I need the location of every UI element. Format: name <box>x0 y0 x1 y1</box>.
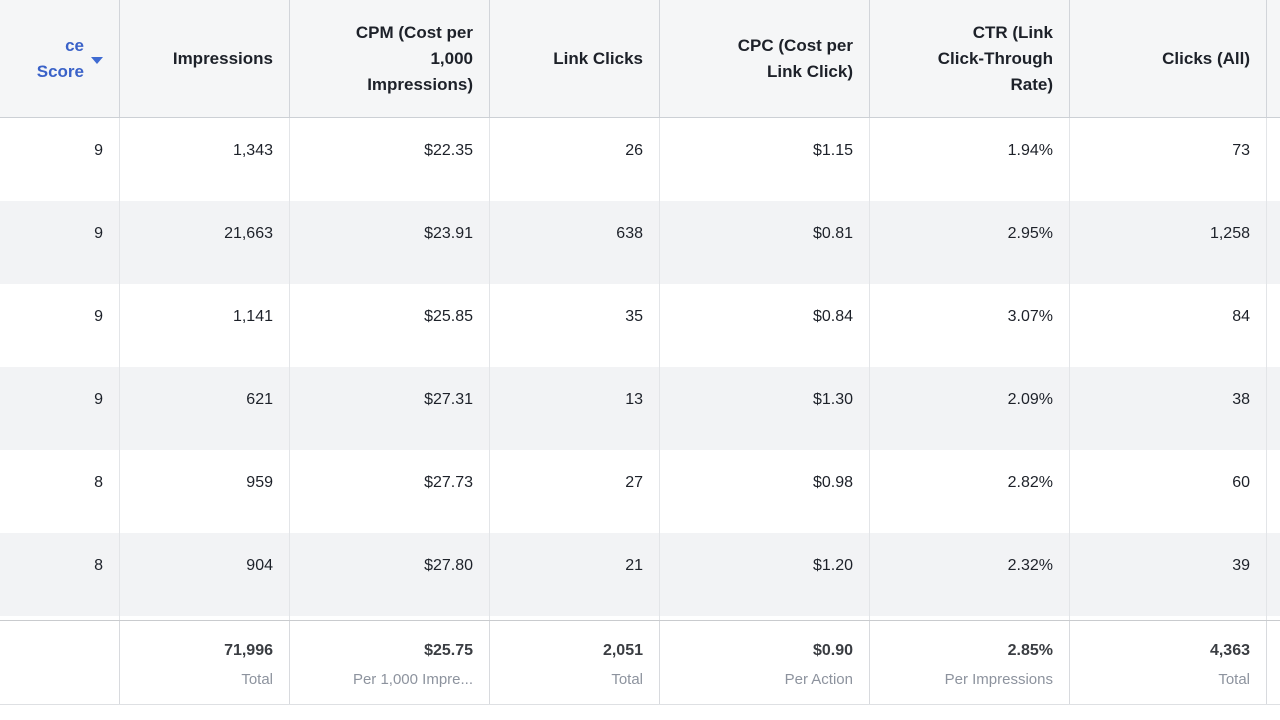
cell-cpc: $1.20 <box>660 533 870 616</box>
cell-clicks-all: 39 <box>1070 533 1267 616</box>
cell-cpm: $27.80 <box>290 533 490 616</box>
cell-ctr: 1.94% <box>870 118 1070 201</box>
column-header-label: CPC (Cost per Link Click) <box>737 35 853 81</box>
cell-cpm: $22.35 <box>290 118 490 201</box>
cell-cpc: $0.81 <box>660 201 870 284</box>
column-header-label: CTR (Link Click-Through Rate) <box>937 22 1053 94</box>
column-header-cpm[interactable]: CPM (Cost per 1,000 Impressions) <box>290 0 490 117</box>
table-row: 8 904 $27.80 21 $1.20 2.32% 39 <box>0 533 1280 616</box>
total-caption: Total <box>611 671 643 688</box>
table-row: 9 1,141 $25.85 35 $0.84 3.07% 84 <box>0 284 1280 367</box>
cell-impressions: 621 <box>120 367 290 450</box>
cell-clicks-all: 1,258 <box>1070 201 1267 284</box>
cell-link-clicks: 13 <box>490 367 660 450</box>
cell-ctr: 3.07% <box>870 284 1070 367</box>
total-impressions: 71,996 Total <box>120 621 290 704</box>
total-caption: Per Impressions <box>944 671 1053 688</box>
column-header-label: Clicks (All) <box>1162 48 1250 68</box>
cell-impressions: 904 <box>120 533 290 616</box>
table-header: ce Score Impressions CPM (Cost per 1,000… <box>0 0 1280 118</box>
cell-cpc: $0.84 <box>660 284 870 367</box>
cell-next-partial <box>1267 118 1280 201</box>
column-header-relevance-score-partial[interactable]: ce Score <box>0 0 120 117</box>
total-cpm: $25.75 Per 1,000 Impre... <box>290 621 490 704</box>
cell-next-partial <box>1267 367 1280 450</box>
column-header-impressions[interactable]: Impressions <box>120 0 290 117</box>
cell-cpc: $1.30 <box>660 367 870 450</box>
cell-score: 9 <box>0 118 120 201</box>
cell-next-partial <box>1267 533 1280 616</box>
total-caption: Per 1,000 Impre... <box>352 671 473 688</box>
cell-next-partial <box>1267 201 1280 284</box>
table-row: 9 1,343 $22.35 26 $1.15 1.94% 73 <box>0 118 1280 201</box>
total-ctr: 2.85% Per Impressions <box>870 621 1070 704</box>
cell-clicks-all: 38 <box>1070 367 1267 450</box>
cell-link-clicks: 26 <box>490 118 660 201</box>
totals-divider <box>0 616 1280 621</box>
cell-next-partial <box>1267 450 1280 533</box>
cell-link-clicks: 35 <box>490 284 660 367</box>
cell-clicks-all: 84 <box>1070 284 1267 367</box>
cell-clicks-all: 60 <box>1070 450 1267 533</box>
cell-ctr: 2.09% <box>870 367 1070 450</box>
total-caption: Total <box>241 671 273 688</box>
total-link-clicks: 2,051 Total <box>490 621 660 704</box>
cell-cpc: $1.15 <box>660 118 870 201</box>
column-header-link-clicks[interactable]: Link Clicks <box>490 0 660 117</box>
sort-caret-down-icon <box>91 56 103 64</box>
column-header-ctr[interactable]: CTR (Link Click-Through Rate) <box>870 0 1070 117</box>
cell-cpm: $23.91 <box>290 201 490 284</box>
total-score <box>0 621 120 704</box>
column-header-label: Link Clicks <box>553 48 643 68</box>
total-caption: Per Action <box>784 671 853 688</box>
total-next-partial <box>1267 621 1280 704</box>
cell-score: 9 <box>0 201 120 284</box>
cell-link-clicks: 638 <box>490 201 660 284</box>
table-row: 9 21,663 $23.91 638 $0.81 2.95% 1,258 <box>0 201 1280 284</box>
total-value: 2,051 <box>602 642 643 659</box>
cell-next-partial <box>1267 284 1280 367</box>
cell-cpm: $27.73 <box>290 450 490 533</box>
column-header-cpc[interactable]: CPC (Cost per Link Click) <box>660 0 870 117</box>
column-header-clicks-all[interactable]: Clicks (All) <box>1070 0 1267 117</box>
table-row: 9 621 $27.31 13 $1.30 2.09% 38 <box>0 367 1280 450</box>
cell-score: 9 <box>0 284 120 367</box>
cell-ctr: 2.95% <box>870 201 1070 284</box>
cell-ctr: 2.82% <box>870 450 1070 533</box>
total-caption: Total <box>1218 671 1250 688</box>
bottom-filler <box>0 705 1280 718</box>
cell-cpm: $27.31 <box>290 367 490 450</box>
total-value: 71,996 <box>224 642 273 659</box>
total-value: $25.75 <box>424 642 473 659</box>
cell-score: 8 <box>0 533 120 616</box>
cell-link-clicks: 21 <box>490 533 660 616</box>
cell-link-clicks: 27 <box>490 450 660 533</box>
total-value: 2.85% <box>1007 642 1053 659</box>
column-header-next-partial <box>1267 0 1280 117</box>
total-clicks-all: 4,363 Total <box>1070 621 1267 704</box>
cell-impressions: 1,141 <box>120 284 290 367</box>
cell-cpm: $25.85 <box>290 284 490 367</box>
cell-impressions: 21,663 <box>120 201 290 284</box>
cell-ctr: 2.32% <box>870 533 1070 616</box>
cell-cpc: $0.98 <box>660 450 870 533</box>
cell-clicks-all: 73 <box>1070 118 1267 201</box>
cell-impressions: 1,343 <box>120 118 290 201</box>
totals-row: 71,996 Total $25.75 Per 1,000 Impre... 2… <box>0 621 1280 705</box>
column-header-label: ce Score <box>36 35 84 81</box>
cell-impressions: 959 <box>120 450 290 533</box>
total-cpc: $0.90 Per Action <box>660 621 870 704</box>
total-value: 4,363 <box>1209 642 1250 659</box>
table-row: 8 959 $27.73 27 $0.98 2.82% 60 <box>0 450 1280 533</box>
cell-score: 8 <box>0 450 120 533</box>
cell-score: 9 <box>0 367 120 450</box>
column-header-label: Impressions <box>172 48 273 68</box>
column-header-label: CPM (Cost per 1,000 Impressions) <box>355 22 473 94</box>
total-value: $0.90 <box>812 642 853 659</box>
